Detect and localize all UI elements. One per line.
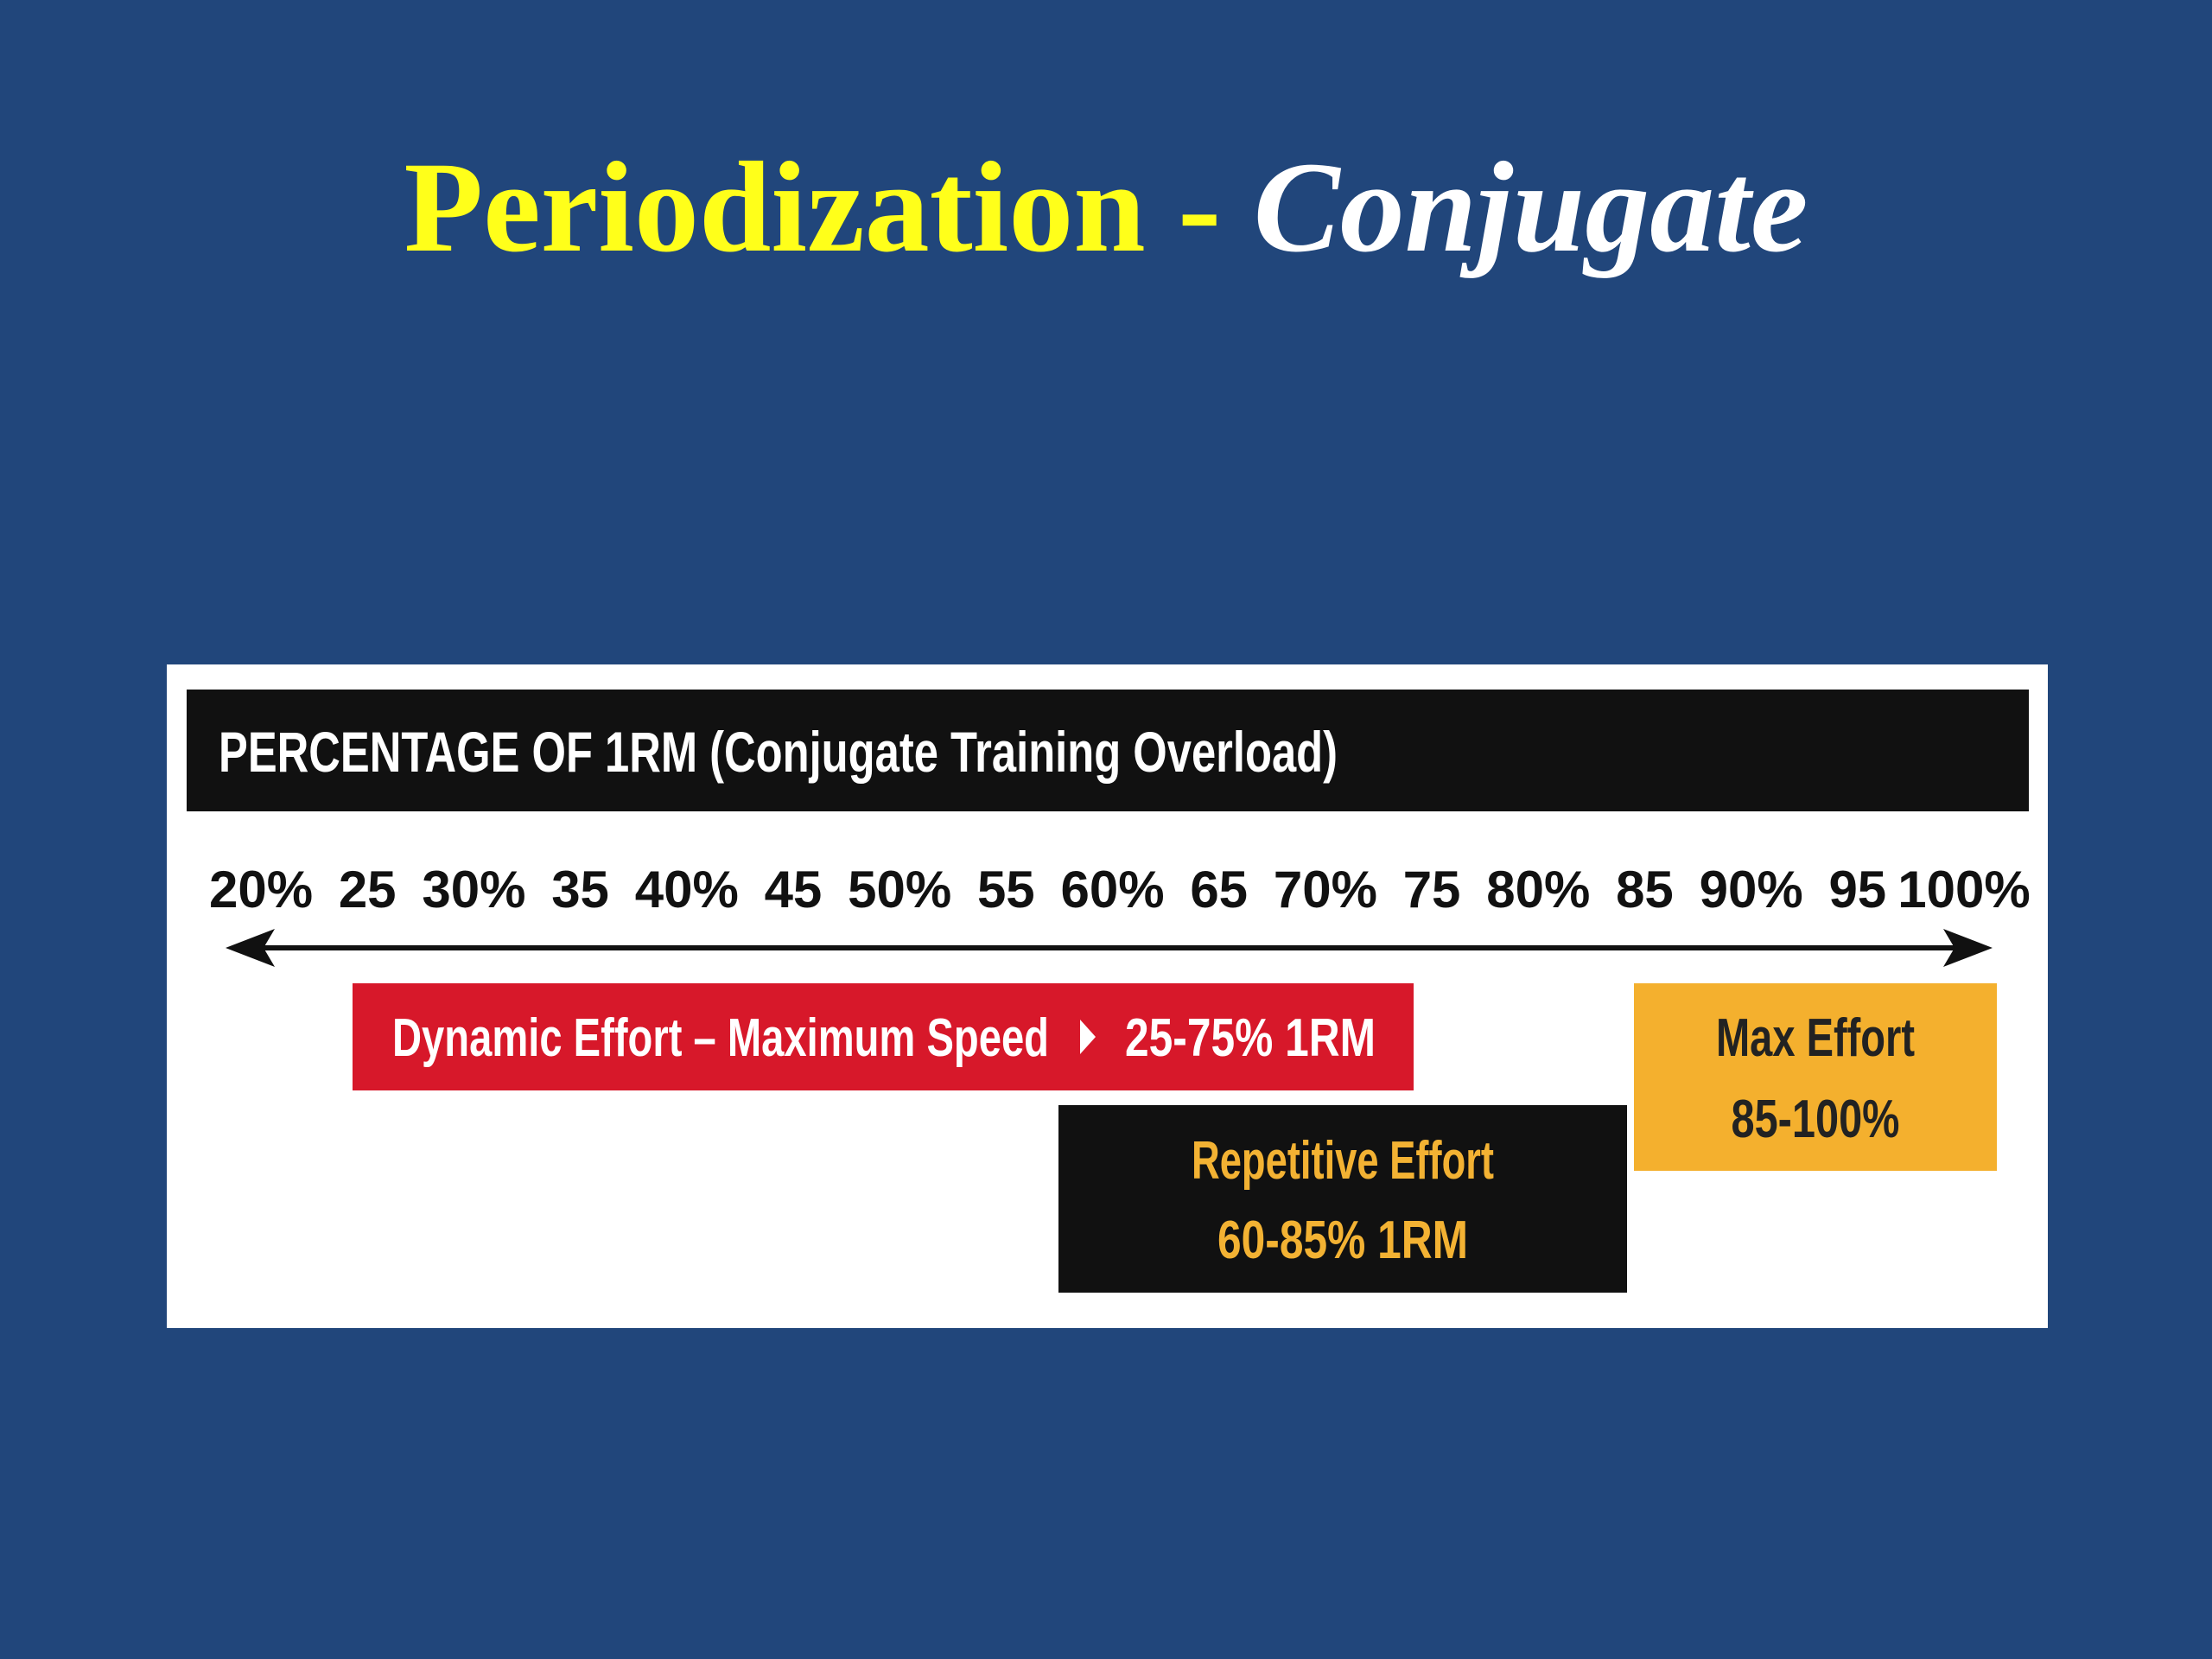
max-effort-box: [1634, 983, 1997, 1171]
scale-label: 65: [1190, 861, 1248, 918]
arrow-head-right: [1943, 929, 1993, 967]
repetitive-effort-range: 60-85% 1RM: [1217, 1211, 1468, 1270]
scale-label: 90%: [1700, 861, 1803, 918]
scale-label: 30%: [422, 861, 525, 918]
scale-label: 50%: [848, 861, 951, 918]
scale-label: 85: [1616, 861, 1674, 918]
repetitive-effort-label: Repetitive Effort: [1192, 1131, 1494, 1191]
pointer-triangle: [1080, 1020, 1096, 1054]
arrow-head-left: [226, 929, 275, 967]
scale-label: 60%: [1060, 861, 1164, 918]
slide-title: Periodization - Conjugate: [404, 136, 1808, 279]
scale-label: 100%: [1897, 861, 2030, 918]
scale-label: 35: [551, 861, 609, 918]
scale-label: 80%: [1486, 861, 1590, 918]
scale-label: 75: [1403, 861, 1461, 918]
scale-label: 20%: [209, 861, 313, 918]
figure-header: PERCENTAGE OF 1RM (Conjugate Training Ov…: [219, 720, 1338, 784]
scale-label: 70%: [1274, 861, 1377, 918]
dynamic-effort-range: 25-75% 1RM: [1125, 1008, 1376, 1068]
scale-label: 40%: [635, 861, 739, 918]
dynamic-effort-box: [353, 983, 1414, 1090]
title-emphasis: Conjugate: [1254, 136, 1808, 279]
repetitive-effort-box: [1058, 1105, 1627, 1293]
figure-header-bar: [187, 690, 2029, 811]
max-effort-label: Max Effort: [1716, 1008, 1915, 1068]
scale-label: 55: [977, 861, 1035, 918]
scale-label: 25: [339, 861, 397, 918]
scale-label: 45: [765, 861, 823, 918]
max-effort-range: 85-100%: [1732, 1090, 1900, 1149]
scale-label: 95: [1828, 861, 1886, 918]
dynamic-effort-label: Dynamic Effort – Maximum Speed: [392, 1008, 1049, 1068]
title-main: Periodization -: [404, 136, 1222, 279]
scale-labels: 20% 25 30% 35 40% 45 50% 55 60% 65 70% 75 80% 85 90% 95…: [209, 861, 2031, 918]
